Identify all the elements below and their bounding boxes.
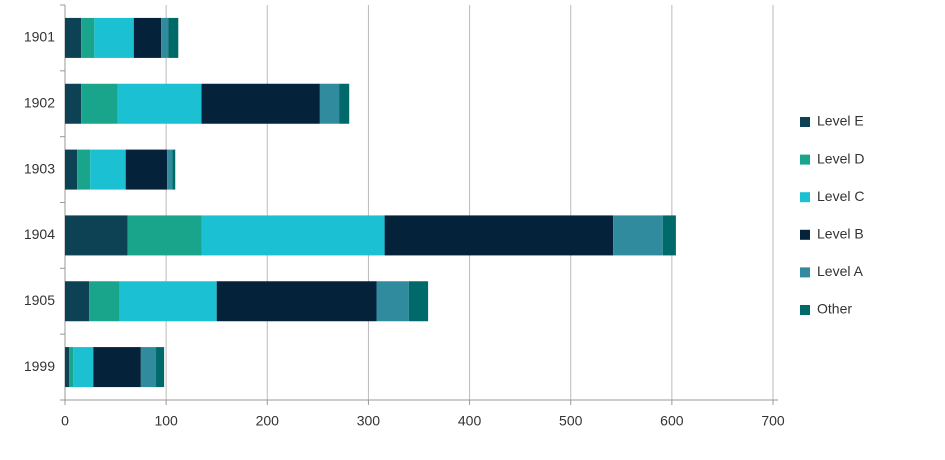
bar-segment (65, 281, 90, 322)
bar-segment (168, 17, 179, 58)
y-tick-label: 1902 (24, 94, 55, 110)
legend-swatch (800, 229, 810, 240)
bar-segment (201, 83, 320, 124)
bar-segment (65, 149, 78, 190)
x-tick-label: 200 (256, 413, 280, 429)
y-tick-label: 1904 (24, 226, 55, 242)
bar-segment (125, 149, 168, 190)
legend-label: Level C (817, 188, 864, 204)
bar-segment (77, 149, 91, 190)
y-tick-label: 1905 (24, 292, 55, 308)
legend-label: Level A (817, 263, 864, 279)
legend-label: Other (817, 301, 852, 317)
y-tick-label: 1999 (24, 358, 55, 374)
bar-segment (156, 347, 165, 388)
bar-segment (94, 17, 134, 58)
bar-segment (319, 83, 340, 124)
x-tick-label: 300 (357, 413, 381, 429)
x-tick-label: 500 (559, 413, 583, 429)
bar-segment (89, 281, 120, 322)
legend-label: Level D (817, 150, 864, 166)
bar-segment (408, 281, 429, 322)
bar-segment (613, 215, 663, 256)
bar-segment (65, 347, 70, 388)
x-tick-label: 700 (761, 413, 785, 429)
bar-segment (339, 83, 350, 124)
bar-segment (161, 17, 169, 58)
legend-label: Level E (817, 113, 864, 129)
legend-swatch (800, 117, 810, 127)
bar-segment (384, 215, 614, 256)
legend-swatch (800, 267, 810, 278)
bar-segment (65, 17, 82, 58)
bar-segment (65, 83, 82, 124)
x-tick-label: 600 (660, 413, 684, 429)
y-tick-label: 1901 (24, 29, 55, 45)
y-tick-label: 1903 (24, 160, 55, 176)
x-tick-label: 0 (61, 413, 69, 429)
bar-segment (172, 149, 176, 190)
bar-segment (65, 215, 128, 256)
legend-swatch (800, 305, 810, 315)
bar-segment (81, 83, 118, 124)
bar-segment (201, 215, 385, 256)
x-tick-label: 100 (154, 413, 178, 429)
bar-segment (119, 281, 217, 322)
bar-segment (73, 347, 94, 388)
bar-segment (81, 17, 95, 58)
bar-segment (93, 347, 141, 388)
bar-segment (127, 215, 202, 256)
bar-segment (69, 347, 74, 388)
legend-swatch (800, 154, 810, 165)
bar-segment (117, 83, 202, 124)
bar-segment (90, 149, 126, 190)
x-tick-label: 400 (458, 413, 482, 429)
bar-segment (167, 149, 173, 190)
legend-label: Level B (817, 226, 864, 242)
bar-segment (133, 17, 162, 58)
bar-segment (216, 281, 377, 322)
bar-segment (140, 347, 157, 388)
legend-swatch (800, 192, 810, 203)
bar-segment (376, 281, 409, 322)
bar-segment (662, 215, 676, 256)
